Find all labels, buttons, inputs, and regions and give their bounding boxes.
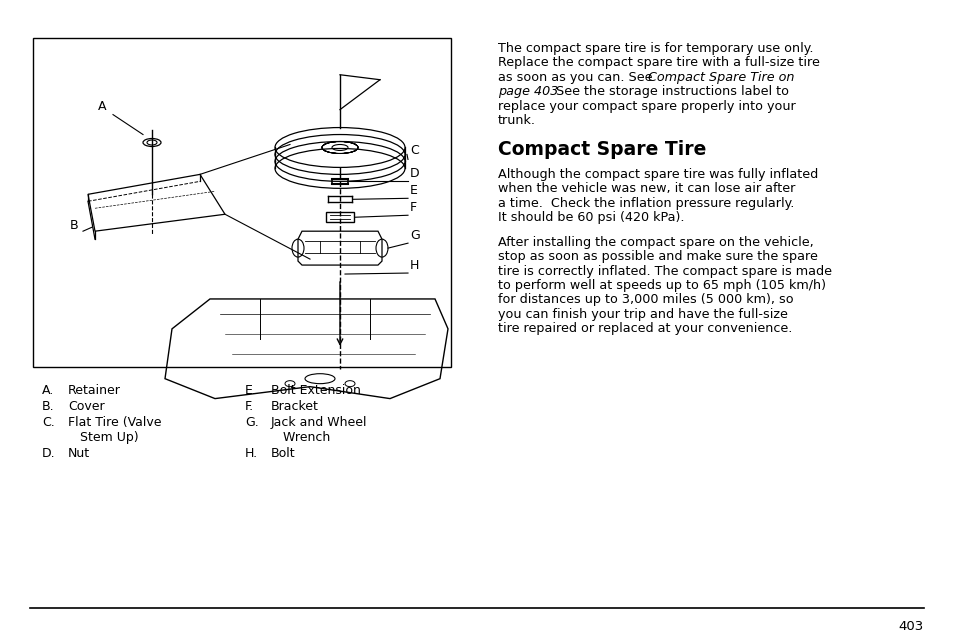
Text: E.: E. (245, 384, 256, 397)
Text: C.: C. (42, 415, 54, 429)
Text: Compact Spare Tire on: Compact Spare Tire on (647, 71, 794, 84)
Text: when the vehicle was new, it can lose air after: when the vehicle was new, it can lose ai… (497, 183, 795, 195)
Text: Nut: Nut (68, 448, 90, 460)
Text: A: A (98, 100, 107, 113)
Text: Bolt: Bolt (271, 448, 295, 460)
Text: H: H (410, 259, 419, 272)
Text: Jack and Wheel: Jack and Wheel (271, 415, 367, 429)
Text: Wrench: Wrench (271, 431, 330, 445)
Text: Compact Spare Tire: Compact Spare Tire (497, 140, 705, 159)
Text: B: B (70, 219, 78, 232)
Text: G.: G. (245, 415, 258, 429)
Text: F.: F. (245, 399, 253, 413)
Text: as soon as you can. See: as soon as you can. See (497, 71, 656, 84)
Text: F: F (410, 201, 416, 214)
Text: to perform well at speeds up to 65 mph (105 km/h): to perform well at speeds up to 65 mph (… (497, 279, 825, 292)
Text: D.: D. (42, 448, 55, 460)
Text: page 403: page 403 (497, 85, 558, 98)
Text: Bracket: Bracket (271, 399, 318, 413)
Text: It should be 60 psi (420 kPa).: It should be 60 psi (420 kPa). (497, 211, 684, 225)
Text: stop as soon as possible and make sure the spare: stop as soon as possible and make sure t… (497, 250, 817, 263)
Text: A.: A. (42, 384, 54, 397)
Text: replace your compact spare properly into your: replace your compact spare properly into… (497, 100, 795, 113)
Text: D: D (410, 167, 419, 181)
Text: Replace the compact spare tire with a full-size tire: Replace the compact spare tire with a fu… (497, 57, 819, 69)
Text: a time.  Check the inflation pressure regularly.: a time. Check the inflation pressure reg… (497, 197, 794, 210)
Text: Stem Up): Stem Up) (68, 431, 138, 445)
Text: Retainer: Retainer (68, 384, 121, 397)
Text: 403: 403 (898, 620, 923, 633)
Text: for distances up to 3,000 miles (5 000 km), so: for distances up to 3,000 miles (5 000 k… (497, 293, 793, 307)
Text: After installing the compact spare on the vehicle,: After installing the compact spare on th… (497, 236, 813, 249)
Text: B.: B. (42, 399, 54, 413)
Text: H.: H. (245, 448, 258, 460)
Text: The compact spare tire is for temporary use only.: The compact spare tire is for temporary … (497, 42, 813, 55)
Text: Flat Tire (Valve: Flat Tire (Valve (68, 415, 161, 429)
Text: See the storage instructions label to: See the storage instructions label to (552, 85, 788, 98)
Text: Although the compact spare tire was fully inflated: Although the compact spare tire was full… (497, 168, 818, 181)
Text: C: C (410, 144, 418, 158)
Text: tire repaired or replaced at your convenience.: tire repaired or replaced at your conven… (497, 322, 792, 335)
Text: G: G (410, 229, 419, 242)
Text: Bolt Extension: Bolt Extension (271, 384, 360, 397)
Text: Cover: Cover (68, 399, 105, 413)
Text: E: E (410, 184, 417, 197)
Text: you can finish your trip and have the full-size: you can finish your trip and have the fu… (497, 308, 787, 321)
Bar (33, 38, 451, 367)
Text: trunk.: trunk. (497, 114, 536, 127)
Text: tire is correctly inflated. The compact spare is made: tire is correctly inflated. The compact … (497, 265, 831, 277)
